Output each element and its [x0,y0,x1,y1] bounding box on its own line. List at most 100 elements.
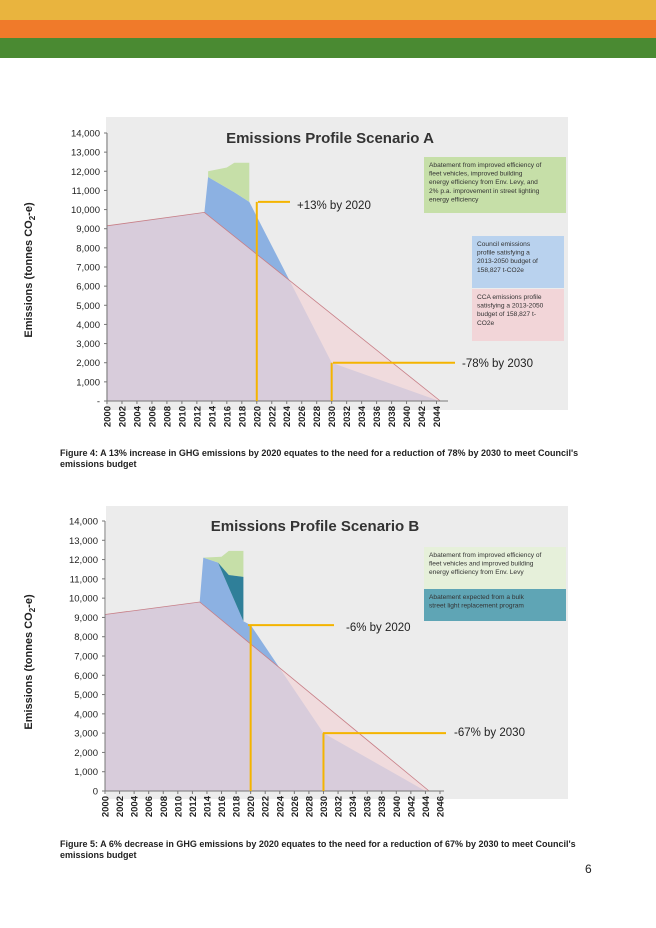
chart-b-ytick-label: 0 [93,787,98,798]
chart-a-xtick-label: 2032 [342,406,353,427]
chart-b-legend-1-text: Abatement expected from a bulk street lig… [429,594,525,610]
chart-b-xtick-label: 2030 [319,796,330,817]
header-band-green [0,38,656,58]
chart-a-series-0-area [208,162,250,202]
chart-b-annotation-0-text: -6% by 2020 [346,622,411,634]
chart-a-cca-outline [107,212,440,401]
chart-b-xtick-label: 2026 [290,796,301,817]
chart-a-legend-2-box [472,289,564,341]
chart-a-xtick-label: 2036 [372,406,383,427]
chart-b-xtick-label: 2028 [304,796,315,817]
chart-b-ytick-label: 4,000 [74,709,98,720]
chart-b-xtick-label: 2038 [377,796,388,817]
page-number: 6 [585,862,592,876]
chart-b-title: Emissions Profile Scenario B [211,518,420,535]
chart-b-xtick-label: 2014 [203,795,214,817]
chart-b-ytick-label: 10,000 [69,594,98,605]
chart-a-xtick-label: 2012 [192,406,203,427]
chart-b-xtick-label: 2034 [348,795,359,817]
chart-b: Emissions Profile Scenario B 0 1,000 2,000 3… [69,517,566,817]
chart-a-annotation-0-text: +13% by 2020 [297,200,371,212]
chart-a-xtick-label: 2038 [387,406,398,427]
chart-a-ytick-label: 4,000 [76,320,100,331]
chart-b-xtick-label: 2006 [144,796,155,817]
chart-b-ytick-label: 2,000 [74,748,98,759]
chart-a-caption: Figure 4: A 13% increase in GHG emission… [60,448,579,469]
chart-b-xtick-label: 2032 [334,796,345,817]
chart-b-xtick-label: 2022 [261,796,272,817]
chart-a-ytick-label: 3,000 [76,339,100,350]
chart-a-ytick-label: 6,000 [76,282,100,293]
chart-a-title: Emissions Profile Scenario A [226,130,434,147]
chart-b-ytick-label: 11,000 [70,574,98,585]
chart-a-xtick-label: 2006 [147,406,158,427]
chart-b-xtick-label: 2004 [130,795,141,817]
chart-a-legend-0-text: Abatement from improved efficiency of fle… [429,162,542,203]
chart-a-ytick-label: 1,000 [76,377,100,388]
chart-a-ytick-label: 11,000 [72,186,100,197]
chart-a-ytick-label: 8,000 [76,243,100,254]
chart-b-ytick-label: 1,000 [74,767,98,778]
chart-a-xtick-label: 2034 [357,405,368,427]
chart-b-ytick-label: 8,000 [74,632,98,643]
chart-a-xtick-label: 2014 [207,405,218,427]
chart-b-ytick-label: 12,000 [69,555,98,566]
chart-b-cca-line [104,601,430,792]
chart-a-legend-1-text: Council emissions profile satisfying a 201… [477,241,538,274]
chart-a-ytick-label: 14,000 [71,129,100,140]
chart-b-xtick-label: 2024 [275,795,286,817]
chart-b-ytick-label: 9,000 [74,613,98,624]
chart-a: Emissions Profile Scenario A - 1,000 2,000 3… [71,129,566,427]
chart-a-xtick-label: 2024 [282,405,293,427]
chart-a-legend-2-text: CCA emissions profile satisfying a 2013-2… [477,294,544,327]
chart-a-ytick-label: 7,000 [76,263,100,274]
chart-a-cca-line [106,211,441,402]
chart-a-xtick-label: 2022 [267,406,278,427]
chart-a-xtick-label: 2044 [432,405,443,427]
chart-a-xtick-label: 2018 [237,406,248,427]
chart-b-ytick-label: 14,000 [69,517,98,528]
chart-a-xtick-label: 2042 [417,406,428,427]
chart-a-annotation-1-text: -78% by 2030 [462,358,533,370]
header-band-orange [0,20,656,38]
chart-b-xtick-label: 2002 [115,796,126,817]
chart-a-xtick-label: 2000 [103,406,114,427]
chart-b-annotation-1-text: -67% by 2030 [454,727,525,739]
chart-b-xtick-label: 2018 [232,796,243,817]
chart-b-xtick-label: 2020 [246,796,257,817]
chart-b-legend-0-text: Abatement from improved efficiency of fle… [429,552,542,576]
chart-a-series-2-area [107,212,441,401]
chart-a-legend-0-box [424,157,566,213]
chart-b-xtick-label: 2044 [421,795,432,817]
chart-b-xtick-label: 2008 [159,796,170,817]
chart-a-ytick-label: 10,000 [71,205,100,216]
chart-a-xtick-label: 2010 [177,406,188,427]
chart-b-legend-1-box [424,589,566,621]
chart-a-xtick-label: 2008 [162,406,173,427]
chart-b-xtick-label: 2040 [392,796,403,817]
chart-b-ytick-label: 5,000 [74,690,98,701]
chart-a-ytick-label: 13,000 [71,148,100,159]
chart-a-ytick-label: 5,000 [76,301,100,312]
chart-a-xtick-label: 2016 [222,406,233,427]
chart-b-xtick-label: 2036 [363,796,374,817]
chart-b-ytick-label: 6,000 [74,671,98,682]
chart-b-xtick-label: 2012 [188,796,199,817]
chart-b-xtick-label: 2010 [173,796,184,817]
chart-b-xtick-label: 2042 [406,796,417,817]
chart-b-series-0-area [203,550,244,577]
chart-b-xtick-label: 2046 [436,796,447,817]
chart-a-xtick-label: 2020 [252,406,263,427]
chart-a-xtick-label: 2004 [133,405,144,427]
chart-a-xtick-label: 2002 [118,406,129,427]
chart-a-ytick-label: 9,000 [76,224,100,235]
chart-a-ytick-label: 2,000 [76,358,100,369]
chart-b-legend-0-box [424,547,566,589]
chart-a-xtick-label: 2040 [402,406,413,427]
chart-b-ytick-label: 13,000 [69,536,98,547]
chart-b-series-3-area [105,602,430,791]
chart-b-xtick-label: 2016 [217,796,228,817]
chart-a-xtick-label: 2030 [327,406,338,427]
chart-b-ytick-label: 7,000 [74,652,98,663]
chart-a-xtick-label: 2028 [312,406,323,427]
